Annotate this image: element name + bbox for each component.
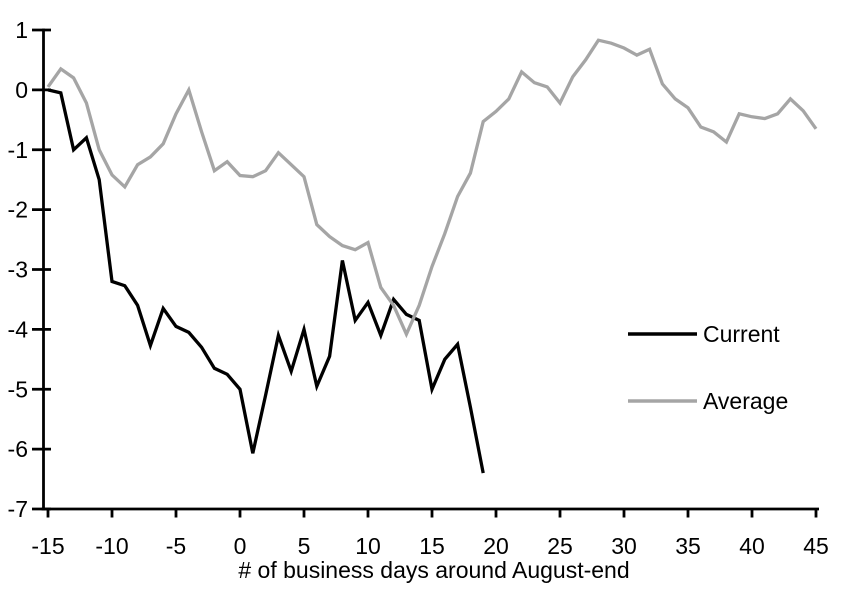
x-tick-label: -5	[166, 533, 186, 559]
y-tick-label: -5	[8, 376, 28, 402]
x-tick-label: 20	[483, 533, 509, 559]
legend-label-average: Average	[703, 388, 788, 414]
legend: Current Average	[628, 321, 788, 414]
x-tick-label: 30	[611, 533, 637, 559]
x-tick-label: -10	[95, 533, 128, 559]
series-line-average	[46, 38, 818, 339]
x-tick-label: 45	[803, 533, 829, 559]
x-tick-label: 0	[234, 533, 247, 559]
series-line-current	[47, 88, 485, 474]
x-axis-title: # of business days around August-end	[238, 557, 629, 583]
y-tick-label: -7	[8, 496, 28, 522]
x-tick-label: 10	[355, 533, 381, 559]
y-tick-label: -6	[8, 436, 28, 462]
y-tick-label: 1	[15, 17, 28, 43]
x-tick-label: 25	[547, 533, 573, 559]
x-tick-label: 40	[739, 533, 765, 559]
x-tick-label: 5	[298, 533, 311, 559]
series-lines	[46, 38, 818, 474]
x-tick-label: -15	[31, 533, 64, 559]
axes: 10-1-2-3-4-5-6-7-15 -10 -5 0 5 10 15 20 25 30 35 40…	[8, 17, 829, 559]
y-tick-label: -2	[8, 197, 28, 223]
y-tick-label: 0	[15, 77, 28, 103]
x-tick-label: 15	[419, 533, 445, 559]
legend-label-current: Current	[703, 321, 780, 347]
x-tick-label: 35	[675, 533, 701, 559]
y-tick-label: -1	[8, 137, 28, 163]
y-tick-label: -3	[8, 257, 28, 283]
y-tick-label: -4	[8, 316, 29, 342]
